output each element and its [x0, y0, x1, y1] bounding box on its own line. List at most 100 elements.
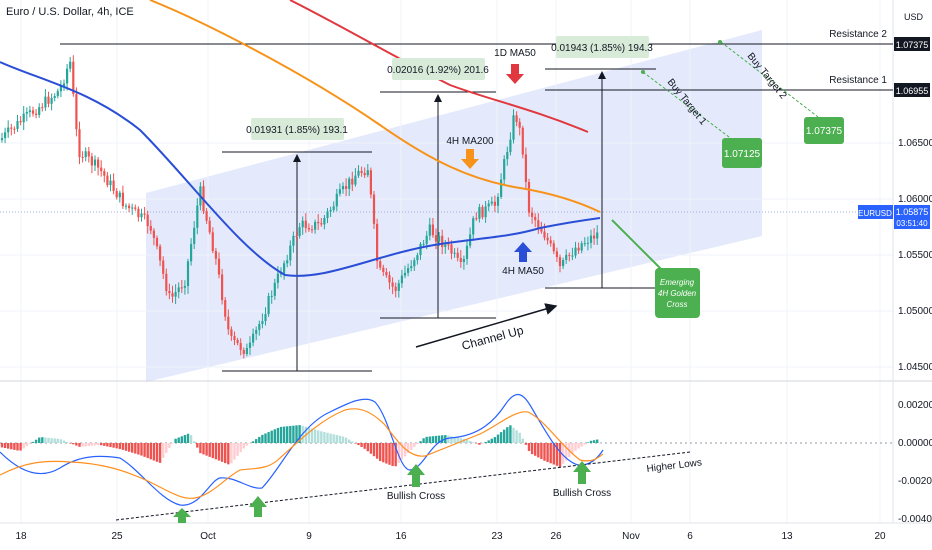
histogram-bar — [434, 435, 438, 443]
histogram-bar — [385, 443, 388, 464]
histogram-bar — [0, 443, 4, 448]
candle-body — [152, 230, 155, 238]
indicator-tick-label: -0.00200 — [898, 476, 932, 487]
bullish-cross-arrow-2 — [573, 461, 591, 484]
channel-up-arrow — [415, 303, 558, 348]
histogram-bar — [441, 435, 444, 443]
candle-body — [323, 217, 326, 225]
histogram-bar — [527, 443, 531, 451]
histogram-bar — [87, 443, 90, 447]
bullish-cross-label-2: Bullish Cross — [553, 488, 611, 499]
histogram-bar — [7, 443, 10, 449]
candle-body — [112, 180, 115, 191]
histogram-bar — [422, 438, 425, 443]
candle-body — [540, 227, 543, 232]
candle-body — [47, 96, 50, 104]
measure-2-label: 0.02016 (1.92%) 201.6 — [387, 58, 489, 80]
candle-body — [190, 244, 193, 262]
candle-body — [335, 193, 338, 207]
price-axis: 1.04500 1.05000 1.05500 1.06000 1.06500 — [898, 138, 932, 373]
time-tick-label: 20 — [874, 531, 886, 542]
histogram-bar — [183, 435, 187, 443]
histogram-bar — [84, 443, 87, 447]
histogram-bar — [394, 443, 397, 467]
histogram-bar — [165, 443, 168, 453]
candle-body — [78, 129, 81, 157]
candle-body — [270, 295, 273, 297]
histogram-bar — [351, 441, 354, 443]
histogram-bar — [124, 443, 128, 451]
svg-text:Cross: Cross — [667, 300, 688, 309]
histogram-bar — [258, 436, 261, 443]
histogram-bar — [372, 443, 376, 457]
bullish-cross-arrow-4 — [173, 508, 191, 523]
histogram-bar — [360, 443, 363, 447]
candle-body — [332, 206, 335, 210]
candle-body — [441, 235, 444, 248]
ma50-4h-arrow — [514, 242, 532, 262]
candle-body — [326, 211, 329, 218]
time-tick-label: 18 — [15, 531, 27, 542]
histogram-bar — [425, 436, 428, 443]
candle-body — [165, 273, 168, 291]
candle-body — [425, 235, 428, 244]
histogram-bar — [503, 429, 506, 443]
histogram-bar — [103, 443, 106, 446]
candle-body — [115, 190, 118, 198]
buy-target-2-point — [718, 40, 722, 44]
candle-body — [422, 243, 425, 245]
candle-body — [450, 244, 453, 254]
candle-body — [106, 175, 109, 186]
histogram-bar — [220, 443, 224, 462]
candle-body — [128, 205, 131, 209]
candle-body — [478, 207, 481, 219]
histogram-bar — [580, 443, 583, 447]
candle-body — [410, 266, 413, 269]
candle-body — [227, 316, 230, 330]
ma200-4h-arrow — [461, 149, 479, 169]
histogram-bar — [450, 436, 453, 443]
candle-body — [239, 343, 242, 351]
candle-body — [159, 246, 162, 261]
histogram-bar — [177, 437, 180, 443]
candle-body — [431, 224, 434, 236]
time-tick-label: 25 — [111, 531, 123, 542]
candle-body — [571, 255, 574, 257]
histogram-bar — [186, 433, 190, 443]
histogram-bar — [13, 443, 16, 450]
price-tick-label: 1.05000 — [898, 306, 932, 317]
signal-line — [0, 408, 604, 499]
candle-body — [221, 274, 224, 301]
histogram-bar — [323, 432, 326, 443]
histogram-bar — [236, 443, 239, 456]
candle-body — [524, 154, 527, 182]
histogram-bar — [131, 443, 134, 453]
svg-text:4H Golden: 4H Golden — [658, 289, 697, 298]
histogram-bar — [506, 427, 509, 443]
candle-body — [589, 235, 593, 243]
candle-body — [537, 220, 540, 228]
candle-body — [382, 267, 385, 272]
candle-body — [549, 240, 552, 244]
histogram-bar — [205, 443, 208, 456]
target-1-box: 1.07125 — [722, 138, 762, 168]
histogram-bar — [592, 440, 596, 443]
candle-body — [301, 220, 304, 228]
candle-body — [162, 260, 165, 274]
candle-body — [109, 180, 112, 186]
candle-body — [372, 194, 376, 224]
histogram-bar — [561, 443, 565, 464]
histogram-bar — [56, 438, 59, 443]
svg-text:0.02016 (1.92%) 201.6: 0.02016 (1.92%) 201.6 — [387, 65, 489, 76]
time-tick-label: 26 — [550, 531, 562, 542]
histogram-bar — [338, 435, 342, 443]
histogram-bar — [512, 427, 515, 443]
histogram-bar — [317, 430, 320, 443]
candle-body — [124, 205, 128, 207]
histogram-bar — [335, 435, 338, 443]
histogram-bar — [72, 443, 75, 445]
candle-body — [558, 257, 562, 267]
histogram-bar — [543, 443, 546, 461]
candle-body — [407, 268, 410, 273]
histogram-bar — [574, 443, 577, 451]
